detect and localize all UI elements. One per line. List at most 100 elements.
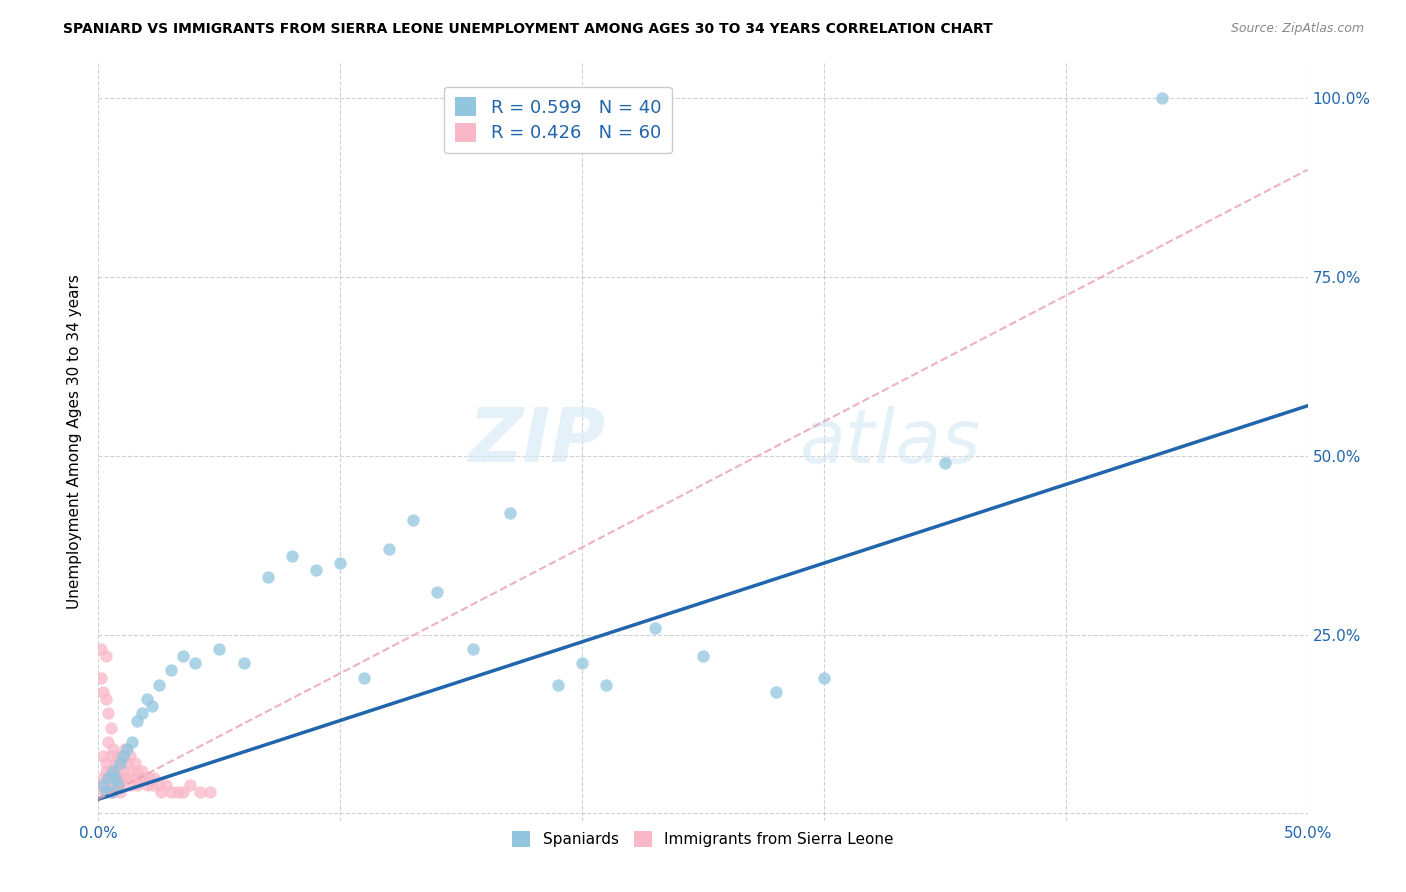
Point (134, 771, 156, 785)
Point (90, 671, 112, 685)
Point (108, 756, 131, 771)
Point (143, 771, 166, 785)
Point (135, 692, 157, 706)
Point (117, 756, 139, 771)
Point (353, 671, 375, 685)
Point (281, 549, 304, 563)
Point (100, 778, 122, 792)
Point (94, 764, 117, 778)
Point (118, 749, 141, 764)
Point (111, 764, 134, 778)
Point (188, 785, 211, 799)
Point (127, 778, 149, 792)
Point (91, 749, 114, 764)
Point (107, 764, 129, 778)
Point (117, 771, 139, 785)
Point (141, 699, 163, 714)
Point (135, 778, 157, 792)
Point (100, 785, 122, 799)
Point (547, 678, 569, 692)
Point (644, 620, 666, 634)
Point (107, 771, 129, 785)
Point (101, 785, 124, 799)
Point (101, 778, 124, 792)
Point (117, 742, 139, 756)
Point (101, 771, 124, 785)
Point (114, 742, 136, 756)
Text: atlas: atlas (800, 406, 981, 477)
Point (101, 764, 124, 778)
Point (377, 541, 399, 556)
Point (571, 657, 593, 671)
Legend: Spaniards, Immigrants from Sierra Leone: Spaniards, Immigrants from Sierra Leone (505, 823, 901, 855)
Point (150, 785, 173, 799)
Point (172, 785, 194, 799)
Point (94, 692, 117, 706)
Point (114, 771, 136, 785)
Point (198, 785, 221, 799)
Point (104, 771, 127, 785)
Point (124, 756, 146, 771)
Point (91, 685, 114, 699)
Point (121, 764, 143, 778)
Point (141, 778, 163, 792)
Point (232, 657, 254, 671)
Point (90, 785, 112, 799)
Point (90, 778, 112, 792)
Point (100, 764, 122, 778)
Point (91, 778, 114, 792)
Point (97, 735, 120, 749)
Point (167, 785, 190, 799)
Point (124, 771, 146, 785)
Point (256, 570, 278, 584)
Point (94, 785, 117, 799)
Point (107, 749, 129, 764)
Point (118, 778, 141, 792)
Point (160, 664, 183, 678)
Point (90, 642, 112, 657)
Point (108, 756, 131, 771)
Point (426, 584, 449, 599)
Point (692, 649, 714, 664)
Point (121, 735, 143, 749)
Point (127, 764, 149, 778)
Point (91, 771, 114, 785)
Point (104, 778, 127, 792)
Point (111, 749, 134, 764)
Point (160, 785, 183, 799)
Point (101, 742, 124, 756)
Point (104, 771, 127, 785)
Point (94, 649, 117, 664)
Point (104, 756, 127, 771)
Point (179, 778, 201, 792)
Point (131, 706, 153, 721)
Point (108, 771, 131, 785)
Point (813, 671, 835, 685)
Point (329, 556, 352, 570)
Text: SPANIARD VS IMMIGRANTS FROM SIERRA LEONE UNEMPLOYMENT AMONG AGES 30 TO 34 YEARS : SPANIARD VS IMMIGRANTS FROM SIERRA LEONE… (63, 22, 993, 37)
Point (100, 721, 122, 735)
Point (765, 685, 787, 699)
Point (402, 513, 425, 527)
Point (172, 649, 194, 664)
Text: Source: ZipAtlas.com: Source: ZipAtlas.com (1230, 22, 1364, 36)
Point (305, 563, 328, 577)
Point (463, 642, 485, 657)
Point (97, 706, 120, 721)
Point (148, 678, 170, 692)
Point (97, 771, 120, 785)
Point (127, 714, 149, 728)
Point (138, 771, 160, 785)
Point (208, 642, 231, 657)
Text: ZIP: ZIP (470, 405, 606, 478)
Point (498, 506, 520, 520)
Point (108, 785, 131, 799)
Point (107, 778, 129, 792)
Point (148, 778, 170, 792)
Point (934, 456, 956, 470)
Point (1152, 91, 1174, 105)
Point (128, 771, 150, 785)
Point (155, 778, 177, 792)
Point (94, 756, 117, 771)
Point (595, 678, 617, 692)
